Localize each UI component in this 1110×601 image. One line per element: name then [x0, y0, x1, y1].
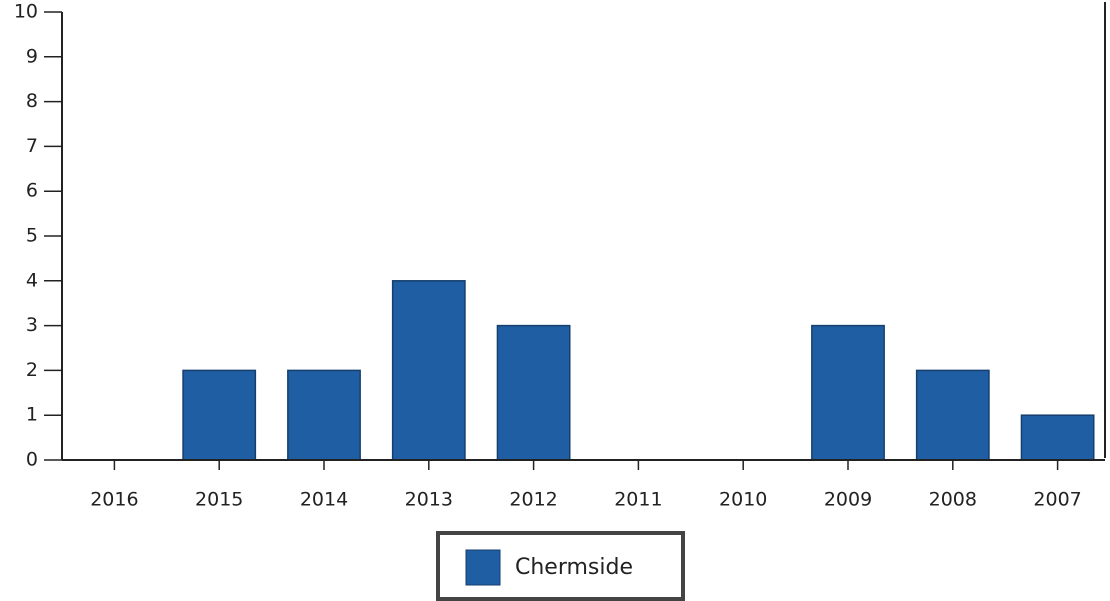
y-tick-label: 10	[14, 1, 38, 23]
y-tick-label: 6	[26, 180, 38, 202]
y-tick-label: 7	[26, 135, 38, 157]
bar	[496, 324, 571, 461]
y-tick-label: 1	[26, 404, 38, 426]
y-tick-label: 9	[26, 45, 38, 67]
x-tick-label: 2011	[614, 489, 662, 511]
x-tick-label: 2009	[824, 489, 872, 511]
bar	[287, 369, 361, 461]
bar	[391, 280, 466, 461]
x-tick-label: 2014	[300, 489, 348, 511]
y-tick-label: 0	[26, 449, 38, 471]
x-tick-label: 2015	[195, 489, 243, 511]
legend-label: Chermside	[515, 555, 633, 580]
y-tick-label: 2	[26, 359, 38, 381]
x-tick-label: 2007	[1033, 489, 1081, 511]
legend-swatch	[465, 549, 501, 586]
x-tick-label: 2013	[405, 489, 453, 511]
y-tick-label: 4	[26, 269, 38, 291]
bar	[915, 369, 990, 461]
x-tick-label: 2008	[929, 489, 977, 511]
y-tick-label: 3	[26, 314, 38, 336]
legend-box	[436, 531, 685, 601]
bar	[182, 369, 257, 461]
x-tick-label: 2010	[719, 489, 767, 511]
y-tick-label: 5	[26, 225, 38, 247]
bar	[811, 324, 885, 461]
x-tick-label: 2012	[509, 489, 557, 511]
bar	[1020, 414, 1095, 461]
y-tick-label: 8	[26, 90, 38, 112]
x-tick-label: 2016	[90, 489, 138, 511]
